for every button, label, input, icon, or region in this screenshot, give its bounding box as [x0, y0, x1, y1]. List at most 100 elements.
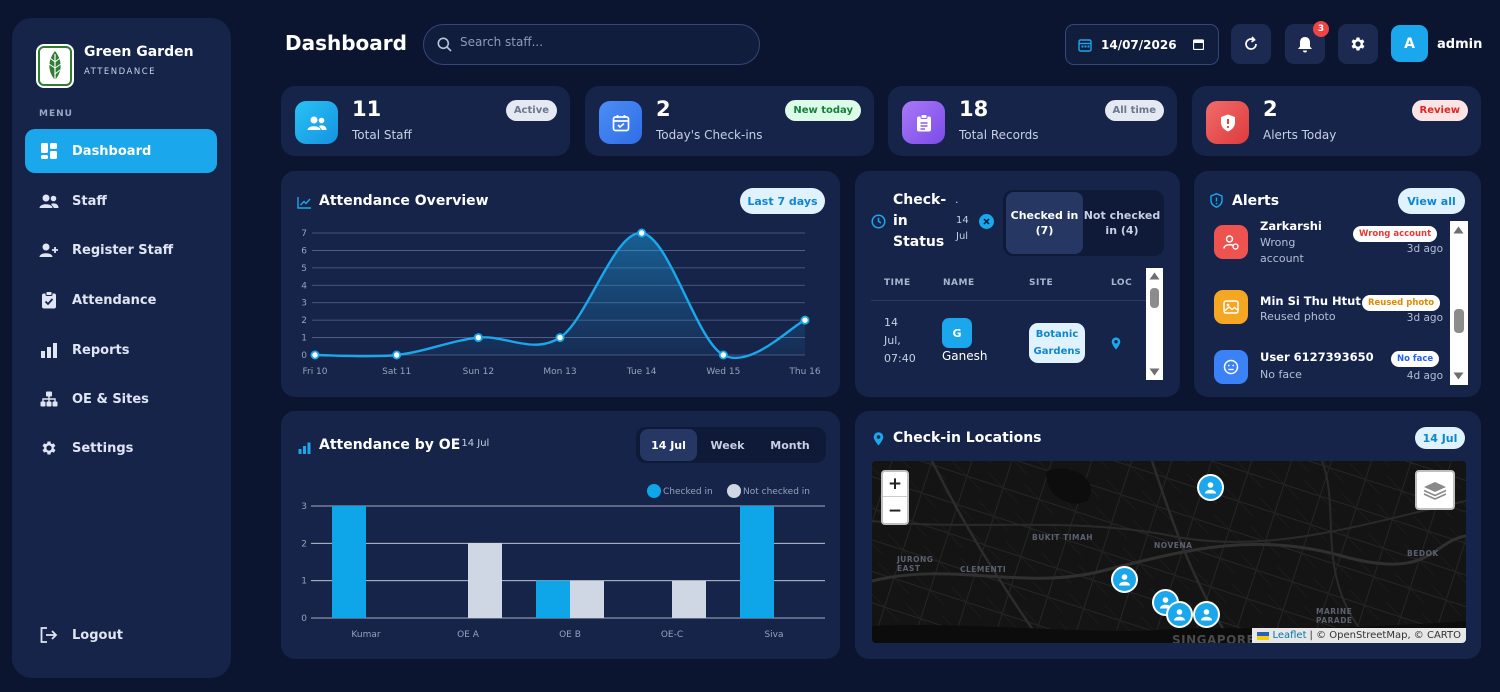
- map-marker[interactable]: [1193, 601, 1220, 628]
- notifications-button[interactable]: 3: [1285, 21, 1329, 64]
- user-icon: [1119, 574, 1130, 586]
- sidebar-item-label: Staff: [72, 193, 107, 209]
- y-tick-label: 5: [301, 264, 307, 274]
- tab-14-jul[interactable]: 14 Jul: [640, 429, 697, 461]
- alert-time: 3d ago: [1406, 243, 1443, 255]
- data-point[interactable]: [310, 350, 320, 360]
- x-tick-label: Mon 13: [543, 367, 576, 377]
- search-input[interactable]: [460, 35, 740, 49]
- table-scrollbar[interactable]: [1146, 268, 1163, 380]
- brand-name: Green Garden: [84, 44, 194, 60]
- brand-subtitle: ATTENDANCE: [84, 67, 156, 77]
- row-time-clock: 07:40: [884, 352, 916, 365]
- refresh-button[interactable]: [1231, 24, 1271, 64]
- tab-not-checked-in[interactable]: Not checked in (4): [1083, 209, 1161, 237]
- checkin-status-card: Check- in Status . 14 Jul Checked in (7)…: [855, 171, 1180, 397]
- map-marker[interactable]: [1197, 474, 1224, 501]
- location-pin-icon[interactable]: [1111, 335, 1121, 354]
- attribution-text: | © OpenStreetMap, © CARTO: [1309, 630, 1461, 641]
- zoom-in-button[interactable]: +: [883, 472, 907, 497]
- logout-button[interactable]: Logout: [25, 613, 217, 657]
- x-tick-label: Kumar: [351, 630, 380, 640]
- scroll-thumb[interactable]: [1454, 309, 1464, 333]
- data-point[interactable]: [637, 228, 647, 238]
- data-point[interactable]: [392, 350, 402, 360]
- tab-week[interactable]: Week: [710, 438, 745, 452]
- tab-checked-in[interactable]: Checked in (7): [1006, 192, 1083, 254]
- leaflet-link[interactable]: Leaflet: [1272, 630, 1307, 641]
- logout-icon: [39, 626, 59, 644]
- tab-month[interactable]: Month: [770, 438, 810, 452]
- y-tick-label: 0: [301, 351, 307, 361]
- menu-label: MENU: [39, 109, 73, 119]
- clear-date-icon[interactable]: [979, 214, 994, 229]
- map-label: MARINE PARADE: [1316, 607, 1353, 625]
- sidebar-item-staff[interactable]: Staff: [25, 179, 217, 223]
- last-7-days-button[interactable]: Last 7 days: [740, 188, 825, 214]
- alert-name: Zarkarshi: [1260, 221, 1322, 233]
- data-point[interactable]: [800, 315, 810, 325]
- list-item[interactable]: Zarkarshi Wrong account Wrong account 3d…: [1194, 221, 1449, 273]
- attendance-overview-chart: 0 1 2 3 4 5 6 7 Fri 10 Sat 11 Sun 12 Mon 13 Tue 14 We…: [301, 228, 821, 377]
- sidebar-item-reports[interactable]: Reports: [25, 328, 217, 372]
- view-all-button[interactable]: View all: [1398, 188, 1465, 214]
- bar[interactable]: [332, 506, 366, 618]
- bar[interactable]: [672, 580, 706, 618]
- sidebar-item-dashboard[interactable]: Dashboard: [25, 129, 217, 173]
- user-name[interactable]: admin: [1437, 37, 1483, 52]
- scroll-thumb[interactable]: [1150, 288, 1159, 308]
- map-marker[interactable]: [1166, 601, 1193, 628]
- scroll-down-icon[interactable]: [1453, 372, 1464, 380]
- bar[interactable]: [468, 543, 502, 618]
- title-separator: .: [955, 193, 959, 206]
- bar[interactable]: [570, 580, 604, 618]
- layers-button[interactable]: [1415, 470, 1455, 510]
- data-point[interactable]: [473, 333, 483, 343]
- x-tick-label: Fri 10: [302, 367, 327, 377]
- data-point[interactable]: [555, 333, 565, 343]
- sidebar-item-attendance[interactable]: Attendance: [25, 278, 217, 322]
- list-item[interactable]: User 6127393650 No face No face 4d ago: [1194, 345, 1449, 397]
- x-tick-label: OE A: [457, 630, 480, 640]
- map-marker[interactable]: [1111, 566, 1138, 593]
- clipboard-icon: [39, 291, 59, 309]
- leaf-logo-icon: [36, 44, 74, 88]
- user-plus-icon: [39, 241, 59, 259]
- table-row[interactable]: 14 Jul, 07:40 G Ganesh Botanic Gardens: [871, 301, 1146, 381]
- settings-button[interactable]: [1338, 24, 1378, 64]
- x-tick-label: Wed 15: [706, 367, 740, 377]
- calendar-picker-icon[interactable]: [1193, 39, 1204, 50]
- stat-label: Today's Check-ins: [656, 128, 763, 142]
- sidebar-item-oe-sites[interactable]: OE & Sites: [25, 377, 217, 421]
- zoom-out-button[interactable]: −: [887, 500, 903, 521]
- y-tick-label: 1: [301, 334, 307, 344]
- shield-icon: [1210, 193, 1223, 212]
- layers-icon: [1423, 479, 1447, 501]
- logout-label: Logout: [72, 627, 123, 643]
- search-icon: [437, 37, 452, 56]
- scroll-down-icon[interactable]: [1149, 368, 1160, 376]
- sidebar-item-register-staff[interactable]: Register Staff: [25, 228, 217, 272]
- row-time-month: Jul,: [884, 334, 901, 347]
- alerts-scrollbar[interactable]: [1450, 221, 1468, 385]
- date-picker[interactable]: 14/07/2026: [1065, 24, 1219, 65]
- shield-alert-icon: [1206, 101, 1249, 144]
- alert-name: User 6127393650: [1260, 350, 1374, 364]
- list-item[interactable]: Min Si Thu Htut Reused photo Reused phot…: [1194, 285, 1449, 345]
- bar[interactable]: [740, 506, 774, 618]
- x-tick-label: OE-C: [661, 630, 683, 640]
- sidebar-item-settings[interactable]: Settings: [25, 426, 217, 470]
- data-point[interactable]: [718, 350, 728, 360]
- map[interactable]: BUKIT TIMAH NOVENA JURONG EAST CLEMENTI …: [872, 461, 1466, 643]
- y-tick-label: 0: [301, 614, 307, 624]
- scroll-up-icon[interactable]: [1453, 226, 1464, 234]
- sidebar-item-label: OE & Sites: [72, 391, 149, 407]
- refresh-icon: [1243, 36, 1259, 52]
- sidebar-item-label: Reports: [72, 342, 130, 358]
- scroll-up-icon[interactable]: [1149, 272, 1160, 280]
- avatar[interactable]: A: [1391, 25, 1428, 62]
- y-tick-label: 3: [301, 502, 307, 512]
- bar[interactable]: [536, 580, 570, 618]
- status-badge: All time: [1104, 100, 1164, 121]
- clock-icon: [871, 214, 886, 233]
